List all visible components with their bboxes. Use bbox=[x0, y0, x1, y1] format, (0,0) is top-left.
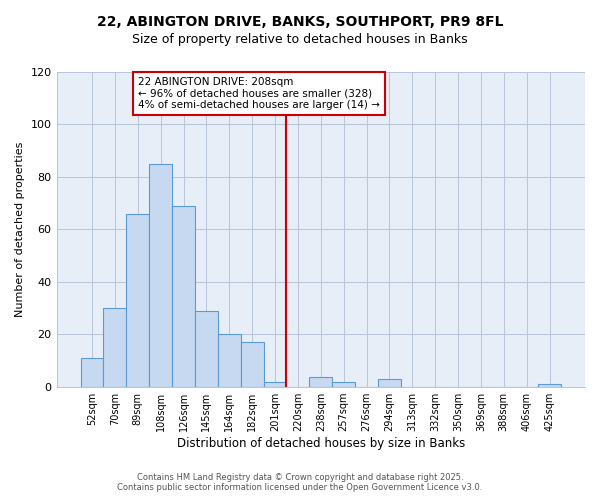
Text: 22 ABINGTON DRIVE: 208sqm
← 96% of detached houses are smaller (328)
4% of semi-: 22 ABINGTON DRIVE: 208sqm ← 96% of detac… bbox=[138, 77, 380, 110]
Bar bbox=[127, 214, 149, 387]
Text: 22, ABINGTON DRIVE, BANKS, SOUTHPORT, PR9 8FL: 22, ABINGTON DRIVE, BANKS, SOUTHPORT, PR… bbox=[97, 15, 503, 29]
Bar bbox=[310, 376, 332, 387]
Text: Contains HM Land Registry data © Crown copyright and database right 2025.
Contai: Contains HM Land Registry data © Crown c… bbox=[118, 473, 482, 492]
Bar bbox=[378, 379, 401, 387]
Bar bbox=[241, 342, 263, 387]
Bar bbox=[149, 164, 172, 387]
Bar bbox=[538, 384, 561, 387]
Y-axis label: Number of detached properties: Number of detached properties bbox=[15, 142, 25, 317]
Bar bbox=[263, 382, 286, 387]
Bar bbox=[80, 358, 103, 387]
Bar bbox=[172, 206, 195, 387]
Text: Size of property relative to detached houses in Banks: Size of property relative to detached ho… bbox=[132, 32, 468, 46]
Bar bbox=[103, 308, 127, 387]
Bar bbox=[218, 334, 241, 387]
Bar bbox=[195, 311, 218, 387]
Bar bbox=[332, 382, 355, 387]
X-axis label: Distribution of detached houses by size in Banks: Distribution of detached houses by size … bbox=[176, 437, 465, 450]
